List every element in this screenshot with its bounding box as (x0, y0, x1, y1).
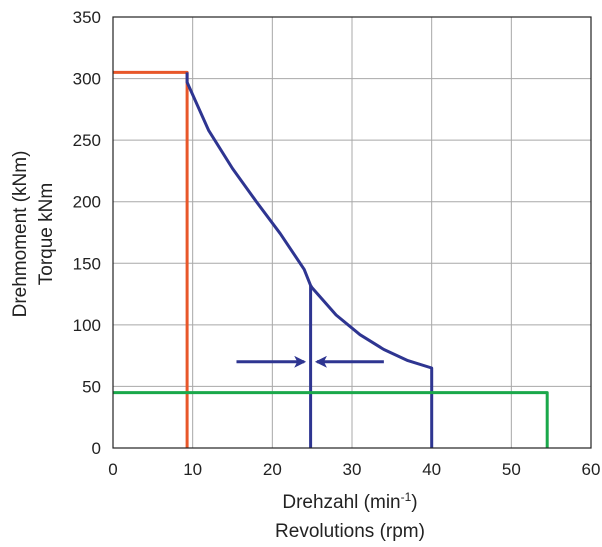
x-tick-labels: 0 10 20 30 40 50 60 (108, 460, 600, 479)
x-tick-label: 60 (582, 460, 601, 479)
x-tick-label: 0 (108, 460, 117, 479)
x-tick-label: 50 (502, 460, 521, 479)
grid (112, 16, 592, 449)
series-line (113, 391, 549, 448)
y-tick-labels: 0 50 100 150 200 250 300 350 (73, 8, 101, 458)
x-tick-label: 20 (263, 460, 282, 479)
x-axis-title-line1: Drehzahl (min-1) (282, 490, 417, 513)
y-tick-label: 250 (73, 131, 101, 150)
series-layer (113, 70, 549, 448)
x-tick-label: 10 (183, 460, 202, 479)
y-tick-label: 0 (92, 439, 101, 458)
y-tick-label: 50 (82, 377, 101, 396)
plot-frame (112, 16, 592, 449)
y-tick-label: 300 (73, 70, 101, 89)
x-tick-label: 30 (343, 460, 362, 479)
y-tick-label: 200 (73, 193, 101, 212)
y-axis-title-line1: Drehmoment (kNm) (10, 151, 31, 318)
y-tick-label: 100 (73, 316, 101, 335)
x-axis-title-line2: Revolutions (rpm) (275, 521, 425, 542)
x-tick-label: 40 (422, 460, 441, 479)
y-tick-label: 150 (73, 254, 101, 273)
y-axis-title-line2: Torque kNm (36, 183, 57, 285)
y-tick-label: 350 (73, 8, 101, 27)
